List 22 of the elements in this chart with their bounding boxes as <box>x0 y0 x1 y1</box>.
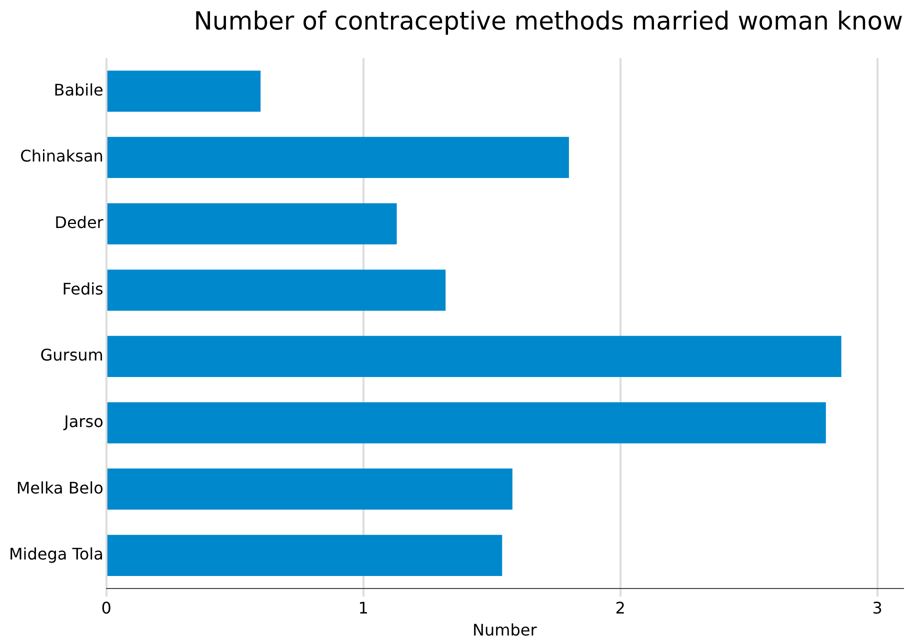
bar <box>107 136 569 178</box>
chart-title: Number of contraceptive methods married woman know <box>194 6 903 36</box>
x-axis-title: Number <box>472 620 538 640</box>
bar <box>107 402 826 444</box>
x-tick-label: 1 <box>358 598 368 618</box>
y-tick-label: Deder <box>54 212 104 232</box>
y-tick-label: Melka Belo <box>16 478 104 498</box>
y-tick-label: Gursum <box>40 346 104 365</box>
y-tick-label: Midega Tola <box>9 544 104 564</box>
y-tick-label: Babile <box>54 80 104 100</box>
bar <box>107 468 512 510</box>
y-tick-label: Chinaksan <box>20 146 104 166</box>
bar <box>107 270 446 311</box>
y-tick-label: Jarso <box>63 412 104 431</box>
bar <box>107 534 502 576</box>
x-tick-label: 0 <box>101 598 112 618</box>
bar <box>107 70 261 112</box>
bar <box>107 336 842 378</box>
bar <box>107 203 397 244</box>
x-tick-label: 3 <box>872 598 882 618</box>
y-tick-label: Fedis <box>62 279 104 298</box>
x-tick-label: 2 <box>615 598 626 618</box>
